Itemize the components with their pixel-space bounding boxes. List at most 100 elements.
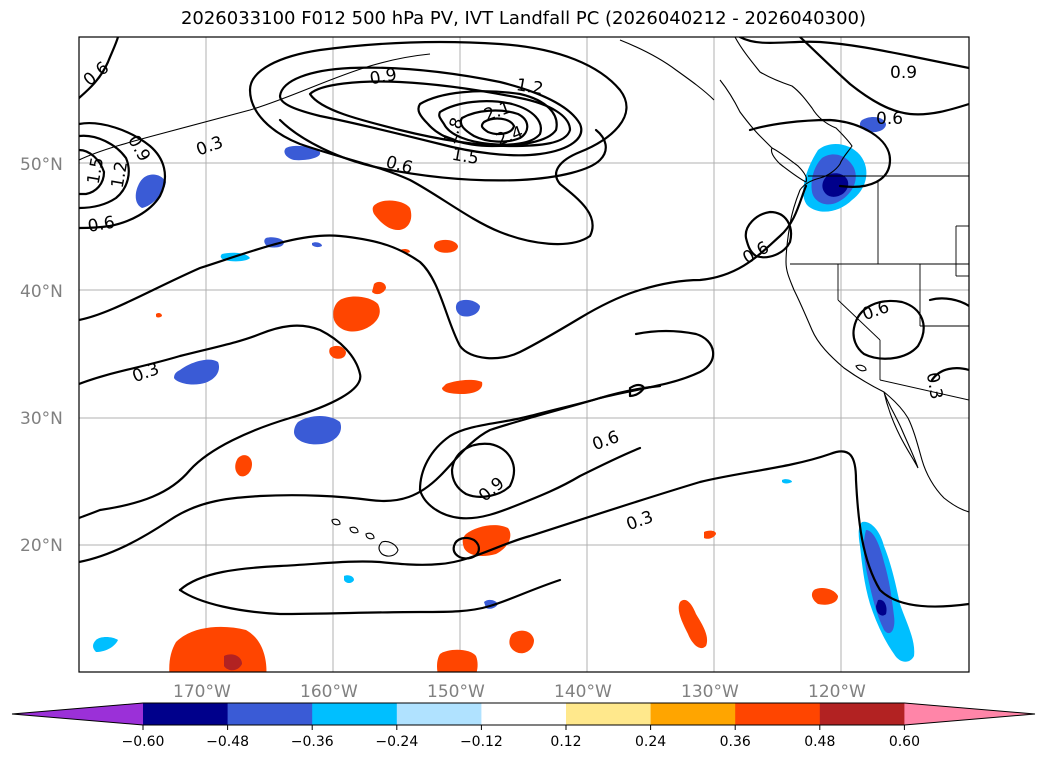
- lat-label: 50°N: [20, 155, 63, 175]
- anomaly-blob: [329, 345, 346, 359]
- island-kauai: [331, 518, 341, 526]
- colorbar-segment: [481, 703, 567, 725]
- contour-label: 0.6: [876, 109, 903, 129]
- contour-line: [852, 300, 925, 360]
- island-hawaii: [378, 540, 399, 557]
- contour-line: [480, 117, 516, 136]
- contour-line: [308, 80, 572, 148]
- colorbar-segment: [904, 703, 1035, 725]
- colorbar-tick-label: 0.12: [550, 734, 581, 750]
- anomaly-blob: [782, 479, 792, 484]
- anomaly-blob: [437, 649, 478, 672]
- contour-line: [417, 90, 558, 148]
- contour-label: 0.6: [86, 213, 116, 237]
- contour-line: [798, 37, 969, 116]
- contour-line: [459, 109, 529, 143]
- colorbar-tick-label: 0.48: [804, 734, 835, 750]
- map-title: 2026033100 F012 500 hPa PV, IVT Landfall…: [180, 8, 867, 29]
- anomaly-blob: [509, 630, 534, 654]
- colorbar-tick-label: −0.36: [291, 734, 334, 750]
- contour-line: [278, 66, 583, 157]
- contour-line: [744, 210, 793, 259]
- contour-line: [248, 40, 628, 246]
- contour-label: 1.5: [450, 145, 480, 169]
- coastline-vancouver-island: [770, 147, 808, 183]
- anomaly-blob: [442, 379, 483, 394]
- lon-label: 130°W: [681, 682, 739, 702]
- contour-label: 1.2: [108, 160, 132, 190]
- lat-label: 30°N: [20, 409, 63, 429]
- contour-line: [79, 122, 167, 230]
- map-plot-area: [79, 37, 969, 672]
- contour-line: [79, 134, 130, 210]
- colorbar-tick-label: 0.36: [720, 734, 751, 750]
- contour-line: [178, 578, 562, 616]
- colorbar-segment: [396, 703, 482, 725]
- colorbar-segment: [143, 703, 229, 725]
- colorbar-segment: [566, 703, 652, 725]
- pv-contours: [79, 37, 969, 616]
- contour-label: 0.3: [922, 371, 946, 401]
- anomaly-blob: [135, 174, 166, 208]
- anomaly-blob: [678, 599, 708, 649]
- island-oahu: [349, 526, 359, 534]
- shaded-anomaly-fields: [93, 116, 915, 672]
- contour-line: [452, 536, 480, 560]
- anomaly-blob: [372, 281, 386, 295]
- contour-label: 1.2: [515, 75, 545, 99]
- coastline-alaska: [619, 39, 715, 101]
- contour-label: 0.9: [890, 63, 917, 83]
- colorbar-segment: [12, 703, 143, 725]
- anomaly-blob: [93, 637, 118, 652]
- anomaly-blob: [156, 312, 162, 318]
- lon-label: 140°W: [554, 682, 612, 702]
- anomaly-blob: [433, 239, 458, 253]
- colorbar-tick-label: −0.60: [122, 734, 165, 750]
- island-maui: [365, 532, 375, 540]
- anomaly-blob: [372, 200, 412, 230]
- contour-line: [178, 450, 969, 608]
- colorbar-tick-label: 0.60: [889, 734, 920, 750]
- lat-label: 20°N: [20, 536, 63, 556]
- anomaly-blob: [811, 588, 838, 605]
- lon-label: 160°W: [300, 682, 358, 702]
- anomaly-blob: [284, 145, 321, 161]
- longitude-labels: 170°W 160°W 150°W 140°W 130°W 120°W: [173, 682, 866, 702]
- anomaly-blob: [344, 575, 354, 583]
- contour-line: [450, 442, 516, 498]
- contour-line: [930, 367, 969, 382]
- contour-line: [79, 148, 106, 196]
- colorbar-segment: [650, 703, 736, 725]
- colorbar-tick-label: −0.24: [375, 734, 418, 750]
- colorbar-tick-label: −0.48: [206, 734, 249, 750]
- lon-label: 170°W: [173, 682, 231, 702]
- lon-label: 120°W: [808, 682, 866, 702]
- anomaly-blob: [169, 626, 267, 672]
- anomaly-blob: [333, 296, 380, 332]
- colorbar-segment: [227, 703, 313, 725]
- coastline-bc-islands: [719, 79, 773, 149]
- contour-line: [628, 383, 646, 398]
- contour-line: [79, 324, 362, 520]
- anomaly-blob: [224, 654, 242, 671]
- anomaly-blob: [822, 173, 849, 197]
- contour-label: 0.9: [368, 65, 398, 89]
- island-channel: [855, 364, 867, 372]
- colorbar-segment: [312, 703, 398, 725]
- anomaly-blob: [235, 455, 252, 477]
- map-frame: [78, 36, 970, 673]
- anomaly-blob: [704, 530, 716, 539]
- anomaly-blob: [859, 116, 886, 133]
- anomaly-blob: [876, 599, 887, 616]
- colorbar-tick-label: 0.24: [635, 734, 666, 750]
- contour-line: [438, 100, 542, 146]
- coastline-baja: [883, 391, 919, 469]
- contour-line: [418, 384, 662, 492]
- colorbar-tick-label: −0.12: [460, 734, 503, 750]
- contour-line: [79, 184, 808, 360]
- anomaly-blob: [174, 359, 220, 385]
- contour-line: [738, 37, 969, 70]
- anomaly-blob: [312, 242, 322, 248]
- anomaly-blob: [294, 416, 342, 445]
